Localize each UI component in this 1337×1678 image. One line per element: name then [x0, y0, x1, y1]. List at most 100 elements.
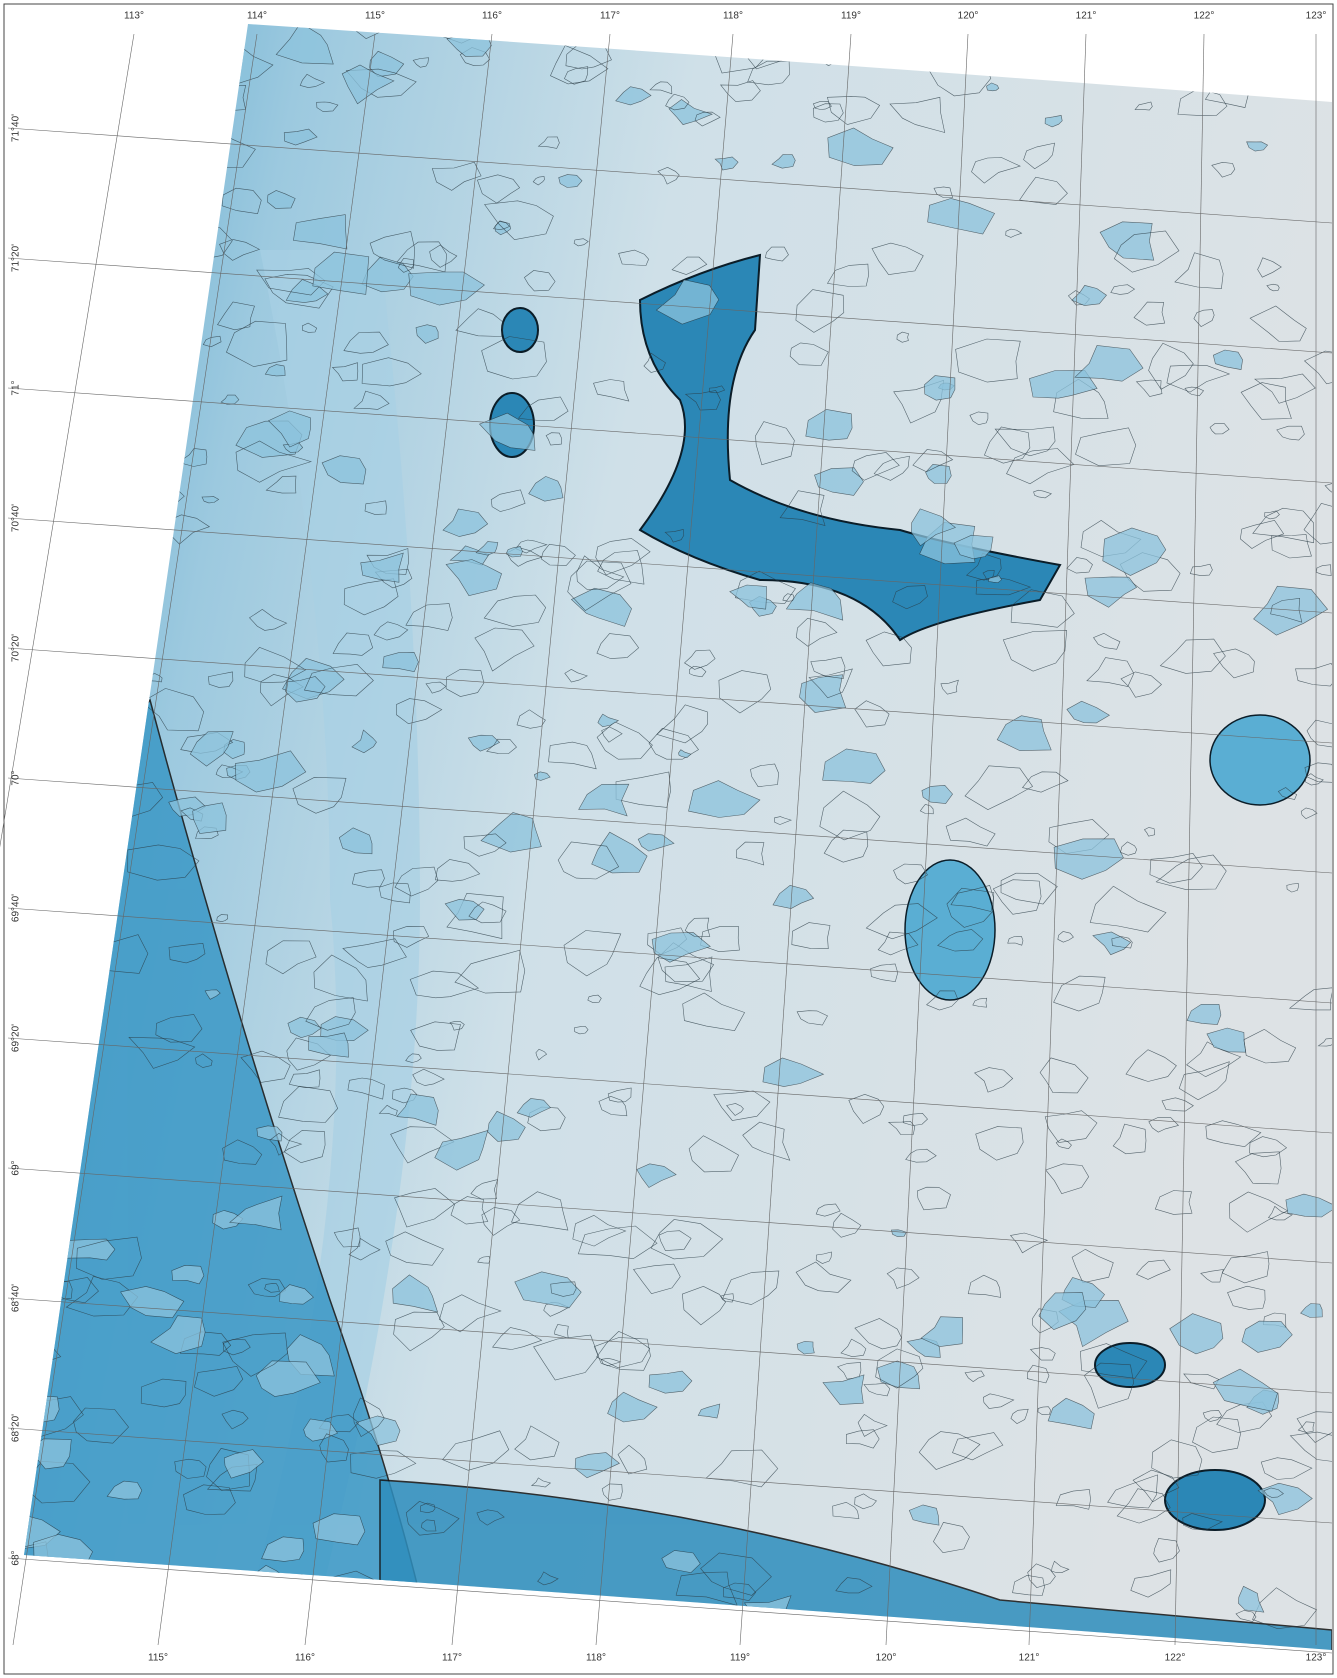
contour [85, 679, 105, 693]
contour [145, 186, 168, 205]
contour [15, 275, 75, 310]
top-label: 115° [365, 11, 385, 22]
contour [406, 0, 434, 19]
contour [0, 1535, 10, 1553]
contour [650, 19, 697, 42]
contour [1099, 0, 1139, 45]
bottom-label: 122° [1165, 1653, 1186, 1664]
contour [0, 91, 40, 118]
contour [1136, 0, 1174, 18]
contour [248, 1590, 282, 1620]
left-label: 68°40' [11, 1284, 22, 1312]
contour [0, 320, 44, 339]
contour [669, 1627, 727, 1668]
contour [95, 717, 115, 734]
contour [28, 400, 77, 419]
contour [123, 62, 138, 69]
left-label: 69°40' [11, 894, 22, 922]
contour [129, 1566, 186, 1607]
contour [63, 995, 97, 1019]
contour [541, 0, 592, 17]
contour [226, 1614, 265, 1629]
contour [26, 1396, 60, 1424]
top-label: 123° [1306, 11, 1327, 22]
top-label: 120° [958, 11, 979, 22]
contour [46, 1040, 78, 1062]
bottom-label: 115° [148, 1653, 168, 1664]
top-label: 114° [247, 11, 267, 22]
left-label: 69° [11, 1160, 22, 1175]
contour [98, 162, 131, 181]
contour [143, 329, 176, 351]
contour [145, 156, 154, 164]
left-label: 68°20' [11, 1414, 22, 1442]
left-label: 71°40' [11, 114, 22, 142]
contour [75, 1632, 126, 1663]
contour [507, 10, 536, 33]
contour [82, 596, 148, 628]
contour [27, 141, 53, 154]
contour [127, 69, 145, 83]
contour [202, 1622, 220, 1636]
contour [782, 0, 833, 15]
contour [276, 1575, 302, 1590]
contour [1203, 22, 1259, 56]
contour [21, 716, 42, 732]
contour [949, 49, 964, 62]
top-label: 113° [124, 11, 144, 22]
bottom-label: 116° [295, 1653, 315, 1664]
contour [0, 1571, 57, 1608]
contour [26, 781, 54, 801]
contour [899, 26, 911, 34]
contour [28, 1439, 71, 1469]
contour [2, 0, 58, 18]
contour [1186, 24, 1236, 49]
contour [171, 57, 214, 80]
contour [6, 477, 59, 506]
contour [1192, 54, 1207, 65]
bottom-label: 117° [442, 1653, 462, 1664]
top-label: 119° [841, 11, 861, 22]
bottom-label: 121° [1019, 1653, 1040, 1664]
contour [167, 1614, 221, 1645]
contour [193, 75, 229, 100]
contour [23, 892, 78, 922]
contour [28, 290, 64, 316]
contour [1139, 21, 1151, 29]
contour [646, 1607, 668, 1620]
contour [382, 1617, 401, 1626]
bottom-label: 119° [730, 1653, 750, 1664]
contour [118, 191, 132, 198]
contour [64, 339, 120, 372]
seamount [1165, 1470, 1265, 1530]
contour [258, 1647, 287, 1659]
left-label: 68° [11, 1550, 22, 1565]
contour [25, 992, 49, 1009]
top-label: 116° [482, 11, 502, 22]
page: {"top_labels": ["113°", "114°", "115°", … [0, 0, 1337, 1678]
top-label: 118° [723, 11, 743, 22]
top-label: 117° [600, 11, 620, 22]
contour [70, 587, 118, 632]
contour [482, 1656, 507, 1675]
contour [84, 370, 159, 411]
contour [89, 424, 160, 462]
contour [68, 493, 125, 524]
left-label: 69°20' [11, 1024, 22, 1052]
contour [65, 457, 110, 484]
seamount [502, 308, 538, 352]
contour [110, 250, 137, 265]
contour [92, 821, 108, 828]
seamount [905, 860, 995, 1000]
contour [80, 152, 96, 163]
contour [0, 1147, 49, 1188]
contour [434, 0, 505, 43]
left-label: 70°40' [11, 504, 22, 532]
contour [632, 1634, 681, 1670]
contour [89, 358, 111, 374]
contour [70, 682, 119, 712]
contour [0, 441, 11, 450]
contour [1254, 10, 1302, 40]
contour [103, 28, 155, 51]
contour [13, 1628, 40, 1648]
